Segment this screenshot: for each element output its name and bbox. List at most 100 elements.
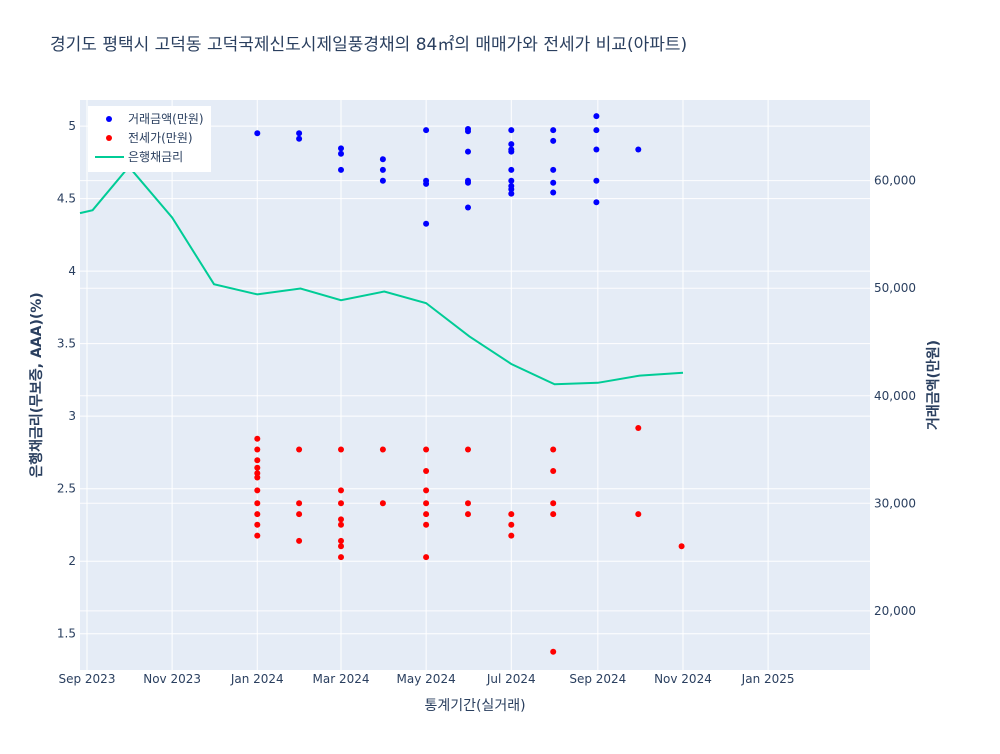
legend-marker-trade-price (106, 116, 112, 122)
point-trade-price (593, 199, 600, 206)
point-trade-price (508, 148, 515, 155)
point-jeonse-price (423, 511, 430, 518)
y-left-tick-label: 3.5 (57, 337, 76, 351)
point-jeonse-price (508, 521, 515, 528)
point-jeonse-price (635, 511, 642, 518)
point-trade-price (338, 150, 344, 157)
axis-layer: Sep 2023 Nov 2023 Jan 2024 Mar 2024 May 2024… (57, 119, 916, 686)
x-tick-label: Sep 2024 (569, 672, 626, 686)
point-trade-price (508, 127, 515, 134)
y-right-tick-label: 60,000 (874, 174, 916, 188)
point-jeonse-price (296, 500, 303, 507)
point-jeonse-price (635, 425, 642, 431)
x-tick-label: Jan 2024 (230, 672, 284, 686)
point-trade-price (593, 113, 600, 120)
y-left-tick-label: 4 (68, 264, 76, 278)
point-trade-price (508, 141, 515, 148)
series-line-bank-rate (79, 165, 684, 386)
point-trade-price (550, 166, 557, 173)
point-trade-price (379, 166, 386, 173)
point-jeonse-price (338, 543, 344, 550)
x-axis-title: 통계기간(실거래) (424, 698, 525, 714)
point-jeonse-price (423, 446, 430, 453)
point-jeonse-price (379, 446, 386, 453)
x-tick-label: Jul 2024 (486, 672, 536, 686)
point-jeonse-price (254, 464, 261, 471)
y-left-tick-label: 2.5 (57, 482, 76, 496)
x-tick-label: Mar 2024 (313, 672, 370, 686)
point-jeonse-price (423, 554, 430, 561)
point-jeonse-price (423, 521, 430, 528)
point-jeonse-price (254, 532, 261, 539)
point-trade-price (550, 137, 557, 144)
point-trade-price (635, 146, 642, 153)
y-right-tick-label: 50,000 (874, 281, 916, 295)
point-trade-price (423, 220, 430, 227)
point-trade-price (465, 148, 471, 155)
point-jeonse-price (254, 470, 261, 477)
point-jeonse-price (254, 446, 261, 453)
point-trade-price (465, 179, 471, 186)
point-jeonse-price (550, 446, 557, 453)
legend-label-trade-price: 거래금액(만원) (128, 112, 204, 126)
point-jeonse-price (338, 554, 344, 561)
point-jeonse-price (296, 537, 303, 544)
point-trade-price (465, 128, 471, 135)
point-trade-price (593, 146, 600, 153)
y-left-tick-label: 3 (68, 409, 76, 423)
point-jeonse-price (296, 511, 303, 518)
point-jeonse-price (296, 446, 303, 453)
point-jeonse-price (465, 511, 471, 518)
point-trade-price (508, 190, 515, 197)
point-jeonse-price (465, 500, 471, 507)
point-jeonse-price (254, 457, 261, 464)
point-jeonse-price (508, 532, 515, 539)
point-trade-price (550, 179, 557, 186)
point-jeonse-price (338, 537, 344, 544)
point-trade-price (465, 204, 471, 211)
point-jeonse-price (550, 511, 557, 518)
legend-item-trade-price[interactable]: 거래금액(만원) (106, 112, 204, 126)
legend-item-bank-rate[interactable]: 은행채금리 (95, 149, 183, 164)
y-right-tick-label: 20,000 (874, 604, 916, 618)
point-trade-price (338, 145, 344, 152)
point-trade-price (379, 177, 386, 184)
point-jeonse-price (254, 511, 261, 518)
series-layer (79, 113, 685, 655)
x-tick-label: Nov 2024 (654, 672, 712, 686)
y-left-axis-title: 은행채금리(무보증, AAA)(%) (29, 292, 45, 477)
point-jeonse-price (338, 446, 344, 453)
y-left-tick-label: 1.5 (57, 627, 76, 641)
plot-background (80, 100, 870, 670)
legend-item-jeonse-price[interactable]: 전세가(만원) (106, 131, 193, 145)
point-trade-price (338, 166, 344, 173)
point-jeonse-price (338, 487, 344, 494)
point-trade-price (423, 180, 430, 187)
point-trade-price (508, 177, 515, 184)
point-trade-price (254, 130, 261, 137)
point-jeonse-price (254, 500, 261, 507)
point-jeonse-price (550, 648, 557, 655)
point-jeonse-price (254, 487, 261, 494)
legend-label-bank-rate: 은행채금리 (128, 149, 183, 164)
point-jeonse-price (423, 468, 430, 474)
point-trade-price (593, 127, 600, 134)
point-jeonse-price (423, 487, 430, 494)
point-trade-price (423, 127, 430, 134)
y-left-tick-label: 5 (68, 119, 76, 133)
y-right-axis-title: 거래금액(만원) (925, 340, 942, 430)
point-jeonse-price (338, 521, 344, 528)
legend[interactable]: 거래금액(만원) 전세가(만원) 은행채금리 (88, 106, 211, 172)
point-trade-price (593, 177, 600, 184)
point-trade-price (296, 130, 303, 137)
point-jeonse-price (254, 435, 261, 442)
point-jeonse-price (423, 500, 430, 507)
point-jeonse-price (550, 468, 557, 474)
y-right-tick-label: 40,000 (874, 389, 916, 403)
point-jeonse-price (254, 474, 261, 481)
x-tick-label: Nov 2023 (143, 672, 201, 686)
point-trade-price (508, 166, 515, 173)
point-jeonse-price (254, 521, 261, 528)
point-jeonse-price (678, 543, 685, 550)
